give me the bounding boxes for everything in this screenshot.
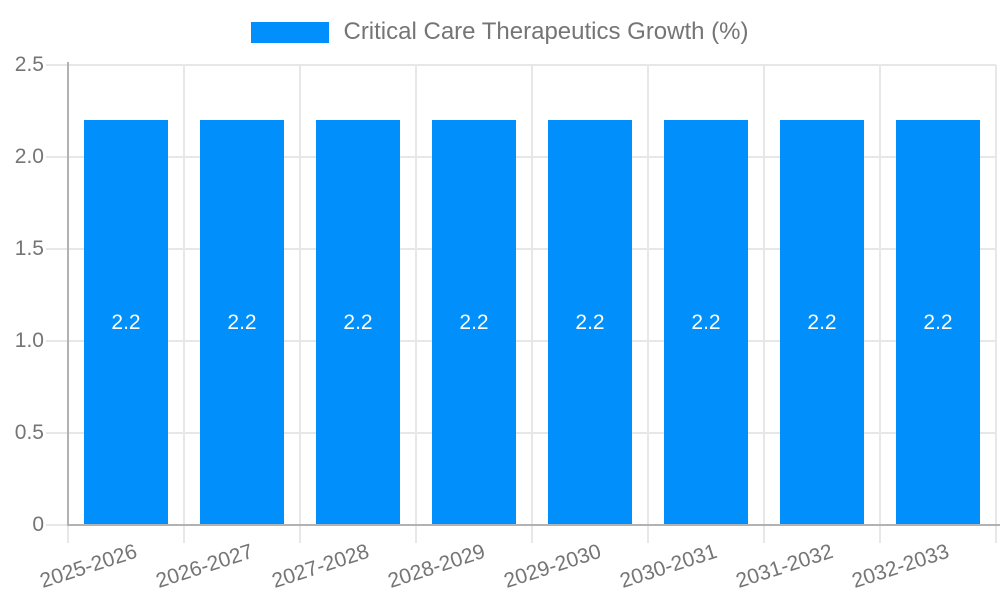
y-axis-label: 0.5 (14, 421, 44, 444)
bar[interactable] (316, 120, 400, 524)
x-axis-label: 2029-2030 (500, 539, 604, 593)
x-axis-label: 2025-2026 (36, 539, 140, 593)
legend-swatch-icon (251, 21, 330, 43)
bar-value-label: 2.2 (227, 310, 257, 334)
x-gridline (879, 65, 881, 543)
legend-label: Critical Care Therapeutics Growth (%) (343, 18, 749, 45)
x-axis-label: 2032-2033 (848, 539, 952, 593)
x-gridline (531, 65, 533, 543)
x-axis-line (67, 524, 1000, 526)
bar[interactable] (780, 120, 864, 524)
y-axis-tick (46, 340, 68, 342)
y-axis-label: 2.0 (14, 145, 44, 168)
bar[interactable] (548, 120, 632, 524)
x-axis-label: 2027-2028 (268, 539, 372, 593)
x-axis-label: 2030-2031 (616, 539, 720, 593)
x-gridline (415, 65, 417, 543)
y-axis-line (67, 62, 69, 525)
y-axis-tick (46, 432, 68, 434)
bar[interactable] (896, 120, 980, 524)
y-axis-tick (46, 248, 68, 250)
x-axis-label: 2031-2032 (732, 539, 836, 593)
bar-value-label: 2.2 (691, 310, 721, 334)
bar-value-label: 2.2 (923, 310, 953, 334)
bar[interactable] (84, 120, 168, 524)
y-axis-tick (46, 156, 68, 158)
x-axis-label: 2028-2029 (384, 539, 488, 593)
y-axis-label: 0 (32, 513, 44, 536)
bar[interactable] (664, 120, 748, 524)
x-gridline (647, 65, 649, 543)
x-gridline (183, 65, 185, 543)
y-axis-tick (46, 64, 68, 66)
bar-value-label: 2.2 (459, 310, 489, 334)
bar-value-label: 2.2 (111, 310, 141, 334)
x-gridline (299, 65, 301, 543)
legend[interactable]: Critical Care Therapeutics Growth (%) (0, 18, 1000, 46)
y-axis-tick (46, 524, 68, 526)
bar-value-label: 2.2 (807, 310, 837, 334)
x-axis-tick (67, 525, 69, 543)
bar-value-label: 2.2 (575, 310, 605, 334)
y-axis-label: 2.5 (14, 53, 44, 76)
y-axis-label: 1.0 (14, 329, 44, 352)
bar[interactable] (200, 120, 284, 524)
bar-value-label: 2.2 (343, 310, 373, 334)
x-gridline (763, 65, 765, 543)
bar[interactable] (432, 120, 516, 524)
x-gridline (995, 65, 997, 543)
y-axis-label: 1.5 (14, 237, 44, 260)
x-axis-label: 2026-2027 (152, 539, 256, 593)
